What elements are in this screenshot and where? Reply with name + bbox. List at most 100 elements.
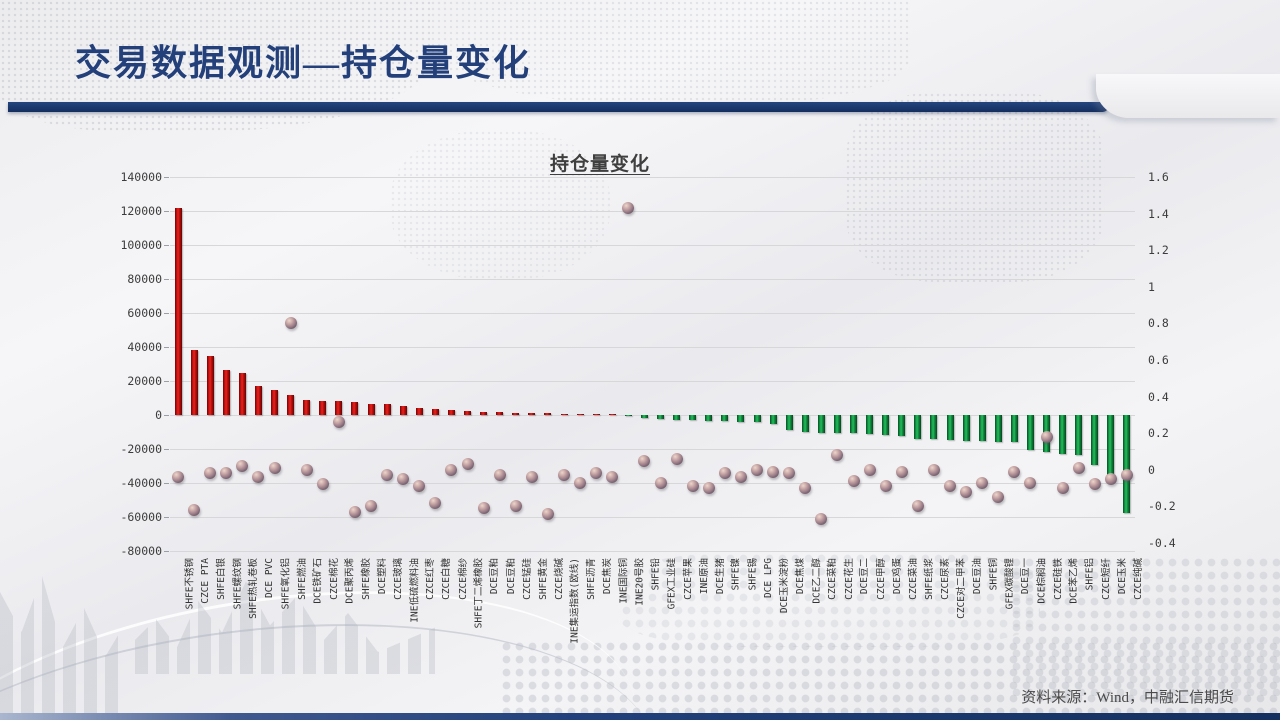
category-label: INE原油 bbox=[698, 558, 710, 595]
category-label: DCE豆粕 bbox=[505, 558, 517, 595]
bar bbox=[721, 415, 729, 422]
category-label: SHFE铝 bbox=[1084, 558, 1096, 591]
right-axis-tick-label: 1 bbox=[1148, 279, 1155, 294]
category-label: SHFE纸浆 bbox=[923, 558, 935, 600]
left-axis-tick-label: 100000 bbox=[120, 238, 162, 252]
chart-title: 持仓量变化 bbox=[549, 153, 650, 175]
scatter-point bbox=[976, 476, 989, 489]
category-label: DCE PVC bbox=[264, 558, 276, 599]
category-label: DCE焦炭 bbox=[602, 558, 614, 595]
source-note: 资料来源：Wind，中融汇信期货 bbox=[1021, 690, 1234, 706]
left-axis-tickmark bbox=[164, 449, 169, 450]
gridline bbox=[170, 415, 1135, 416]
bar bbox=[608, 414, 616, 415]
category-label: CZCE锰硅 bbox=[521, 558, 533, 600]
left-axis-tick-label: 0 bbox=[155, 408, 162, 422]
bar bbox=[512, 412, 520, 415]
left-axis-tick-label: 80000 bbox=[127, 272, 162, 286]
bar bbox=[1107, 415, 1115, 478]
category-label: SHFE螺纹钢 bbox=[232, 558, 244, 610]
bar bbox=[528, 412, 536, 415]
scatter-point bbox=[172, 471, 185, 484]
bar bbox=[640, 415, 648, 418]
bar bbox=[1059, 415, 1067, 454]
right-axis-tick-label: 1.6 bbox=[1148, 170, 1169, 184]
scatter-point bbox=[1088, 478, 1101, 491]
left-axis-tickmark bbox=[164, 381, 169, 382]
category-label: CZCE菜粕 bbox=[827, 558, 839, 600]
category-label: CZCE苹果 bbox=[682, 558, 694, 600]
bar bbox=[1075, 415, 1083, 455]
scatter-point bbox=[815, 513, 828, 526]
scatter-point bbox=[429, 496, 442, 509]
bar bbox=[431, 409, 439, 415]
category-label: SHFE橡胶 bbox=[360, 558, 372, 600]
bar bbox=[222, 369, 230, 415]
scatter-point bbox=[268, 461, 281, 474]
bar bbox=[544, 413, 552, 415]
scatter-point bbox=[1040, 430, 1053, 443]
scatter-point bbox=[1104, 472, 1117, 485]
bar bbox=[335, 401, 343, 415]
scatter-point bbox=[493, 469, 506, 482]
scatter-point bbox=[879, 480, 892, 493]
scatter-point bbox=[927, 463, 940, 476]
category-label: DCE生猪 bbox=[714, 558, 726, 595]
category-label: GFEX碳酸锂 bbox=[1004, 558, 1016, 610]
left-axis-tick-label: -20000 bbox=[120, 442, 162, 456]
scatter-point bbox=[911, 500, 924, 513]
category-label: SHFE铜 bbox=[988, 558, 1000, 591]
category-label: CZCE花生 bbox=[843, 558, 855, 600]
category-label: SHFE丁二烯橡胶 bbox=[473, 558, 485, 629]
scatter-point bbox=[638, 454, 651, 467]
bar bbox=[769, 415, 777, 425]
bar bbox=[367, 403, 375, 415]
bar bbox=[882, 415, 890, 435]
background-pattern-map-dots-center bbox=[390, 130, 610, 280]
bar bbox=[576, 413, 584, 415]
left-axis-tickmark bbox=[164, 177, 169, 178]
gridline bbox=[170, 245, 1135, 246]
header-swoosh bbox=[1096, 74, 1280, 118]
left-axis-tickmark bbox=[164, 551, 169, 552]
category-label: CZCE红枣 bbox=[425, 558, 437, 600]
right-axis-tick-label: 0.8 bbox=[1148, 316, 1169, 331]
scatter-point bbox=[509, 500, 522, 513]
scatter-point bbox=[1120, 469, 1133, 482]
right-axis-tick-label: -0.4 bbox=[1148, 536, 1176, 550]
scatter-point bbox=[252, 471, 265, 484]
bar bbox=[238, 373, 246, 415]
left-axis-tick-label: 60000 bbox=[127, 306, 162, 320]
bar bbox=[254, 386, 262, 415]
category-label: SHFE锡 bbox=[746, 558, 758, 591]
scatter-point bbox=[316, 478, 329, 491]
left-axis-tickmark bbox=[164, 279, 169, 280]
bar bbox=[801, 415, 809, 432]
right-axis-tick-label: 0.4 bbox=[1148, 389, 1169, 404]
scatter-point bbox=[606, 471, 619, 484]
bar bbox=[303, 399, 311, 415]
bottom-accent-bar bbox=[0, 713, 1280, 720]
scatter-point bbox=[284, 317, 297, 330]
scatter-point bbox=[670, 452, 683, 465]
bar bbox=[978, 415, 986, 442]
left-axis-tickmark bbox=[164, 313, 169, 314]
bar bbox=[174, 207, 182, 415]
bar bbox=[673, 415, 681, 420]
scatter-point bbox=[381, 469, 394, 482]
bar bbox=[737, 415, 745, 422]
bar bbox=[271, 389, 279, 415]
category-label: DCE豆粕 bbox=[489, 558, 501, 595]
right-axis-tick-label: 1.4 bbox=[1148, 206, 1169, 221]
category-label: INE国际铜 bbox=[618, 558, 630, 604]
scatter-point bbox=[590, 467, 603, 480]
category-label: SHFE镍 bbox=[730, 558, 742, 591]
gridline bbox=[170, 347, 1135, 348]
scatter-point bbox=[992, 491, 1005, 504]
gridline bbox=[170, 551, 1135, 552]
bar bbox=[496, 412, 504, 415]
slide-title: 交易数据观测—持仓量变化 bbox=[75, 43, 532, 83]
bar bbox=[351, 402, 359, 415]
gridline bbox=[170, 517, 1135, 518]
background-pattern-hex-dots-lower-middle bbox=[620, 552, 1040, 647]
